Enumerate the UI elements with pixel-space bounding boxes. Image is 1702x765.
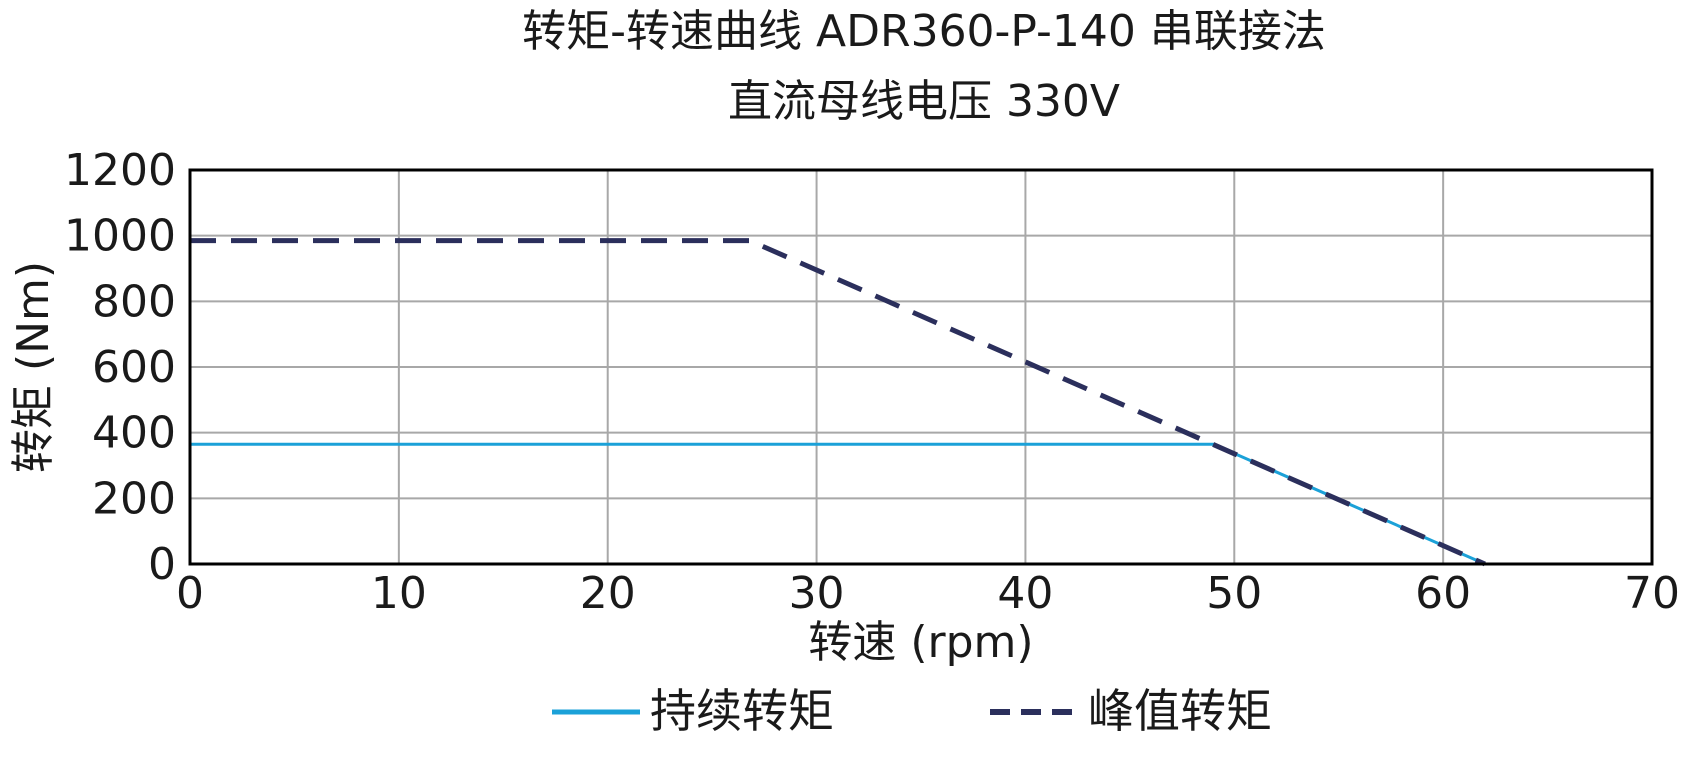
chart-title: 转矩-转速曲线 ADR360-P-140 串联接法 [522, 6, 1326, 57]
x-tick-label: 0 [176, 568, 204, 619]
y-tick-label: 400 [92, 408, 176, 459]
legend-label: 峰值转矩 [1088, 684, 1272, 738]
legend-label: 持续转矩 [650, 684, 834, 738]
y-tick-label: 1000 [64, 211, 176, 262]
chart-subtitle: 直流母线电压 330V [728, 76, 1120, 127]
series-line-continuous [190, 442, 1486, 566]
x-tick-label: 20 [580, 568, 636, 619]
grid-lines [190, 170, 1652, 564]
y-axis-label: 转矩 (Nm) [8, 261, 59, 473]
y-tick-label: 800 [92, 276, 176, 327]
x-tick-label: 60 [1415, 568, 1471, 619]
y-tick-label: 200 [92, 473, 176, 524]
series-lines [190, 238, 1486, 567]
y-tick-labels: 0 200 400 600 800 1000 1200 [64, 145, 176, 590]
series-line-peak [190, 238, 1486, 567]
x-axis-label: 转速 (rpm) [808, 617, 1033, 668]
x-tick-labels: 0 10 20 30 40 50 60 70 [176, 568, 1680, 619]
x-tick-label: 50 [1206, 568, 1262, 619]
x-tick-label: 70 [1624, 568, 1680, 619]
x-tick-label: 30 [789, 568, 845, 619]
y-tick-label: 600 [92, 342, 176, 393]
y-tick-label: 0 [148, 539, 176, 590]
legend: 持续转矩 峰值转矩 [552, 684, 1272, 738]
x-tick-label: 40 [997, 568, 1053, 619]
x-tick-label: 10 [371, 568, 427, 619]
plot-frame [188, 168, 1654, 566]
y-tick-label: 1200 [64, 145, 176, 196]
